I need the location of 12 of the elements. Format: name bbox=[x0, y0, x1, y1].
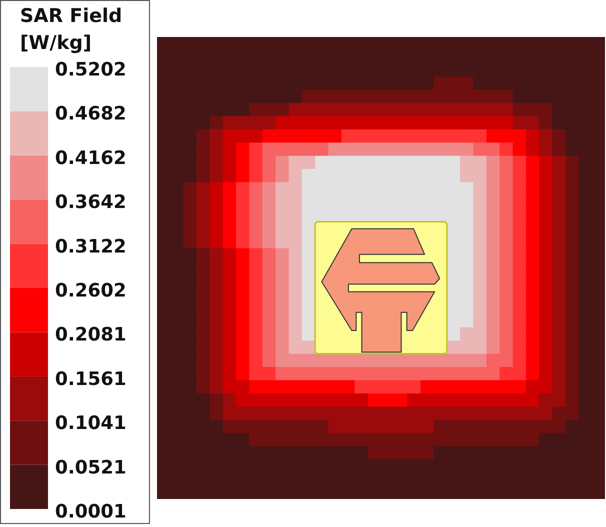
color-bar-label: 0.3642 bbox=[55, 192, 126, 214]
color-bar-label: 0.5202 bbox=[55, 60, 126, 80]
color-bar-label: 0.4162 bbox=[55, 148, 126, 169]
color-bar-title: SAR Field [W/kg] bbox=[20, 4, 124, 56]
color-bar-label: 0.3122 bbox=[55, 236, 126, 258]
color-bar-label: 0.0001 bbox=[55, 502, 126, 522]
color-bar-label: 0.2602 bbox=[55, 280, 126, 302]
color-bar-label: 0.4682 bbox=[55, 104, 126, 125]
color-bar-label: 0.2081 bbox=[55, 324, 126, 346]
color-bar-label: 0.0521 bbox=[55, 457, 126, 478]
color-bar-label: 0.1041 bbox=[55, 413, 126, 434]
color-bar-label: 0.1561 bbox=[55, 368, 126, 390]
